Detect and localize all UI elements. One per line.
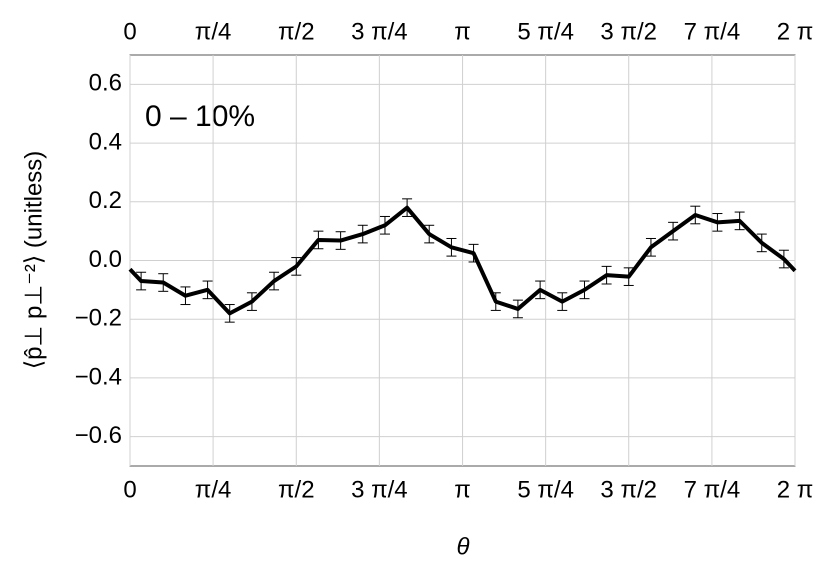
- data-line: [128, 205, 797, 316]
- x-tick-label-top: 2 π: [777, 18, 814, 45]
- x-tick-label-top: π/2: [278, 18, 315, 45]
- x-tick-label-bottom: 2 π: [777, 476, 814, 503]
- x-tick-label-bottom: 0: [123, 476, 136, 503]
- y-tick-label: −0.2: [75, 305, 122, 332]
- x-axis-label: θ: [456, 533, 469, 560]
- x-tick-label-top: 7 π/4: [684, 18, 741, 45]
- x-tick-label-bottom: π/4: [195, 476, 232, 503]
- x-tick-label-bottom: 3 π/2: [600, 476, 657, 503]
- x-tick-label-top: π/4: [195, 18, 232, 45]
- x-tick-label-bottom: π: [454, 476, 471, 503]
- y-tick-label: −0.6: [75, 422, 122, 449]
- y-tick-label: 0.0: [89, 246, 122, 273]
- x-tick-label-bottom: 7 π/4: [684, 476, 741, 503]
- y-tick-label: 0.6: [89, 70, 122, 97]
- x-tick-label-top: 3 π/2: [600, 18, 657, 45]
- x-tick-label-top: 3 π/4: [351, 18, 408, 45]
- annotation: 0 – 10%: [145, 100, 255, 133]
- y-tick-label: −0.4: [75, 363, 122, 390]
- x-tick-label-top: 5 π/4: [517, 18, 574, 45]
- x-tick-label-bottom: 3 π/4: [351, 476, 408, 503]
- y-tick-label: 0.4: [89, 128, 122, 155]
- x-tick-label-bottom: π/2: [278, 476, 315, 503]
- x-tick-label-top: π: [454, 18, 471, 45]
- y-tick-label: 0.2: [89, 187, 122, 214]
- x-tick-label-bottom: 5 π/4: [517, 476, 574, 503]
- x-tick-label-top: 0: [123, 18, 136, 45]
- y-axis-label: ⟨p̂⊥ p⊥⁻²⟩ (unitless): [20, 151, 47, 370]
